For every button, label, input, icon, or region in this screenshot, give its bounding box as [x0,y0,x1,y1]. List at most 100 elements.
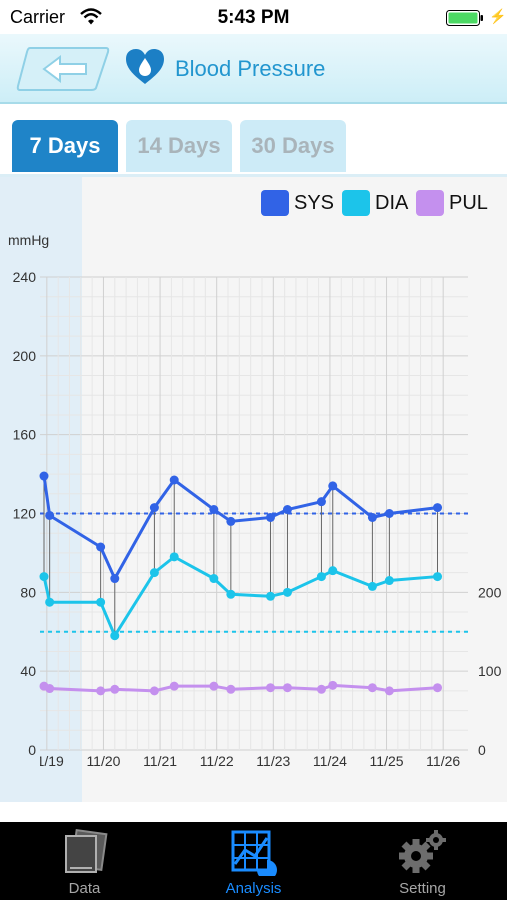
y-tick-label: 0 [28,742,36,758]
data-point-pul[interactable] [149,686,159,696]
status-bar: Carrier 5:43 PM ⚡ [0,0,507,34]
data-point-sys[interactable] [96,542,106,552]
carrier-label: Carrier [10,7,66,27]
legend-item-pul[interactable]: PUL [416,190,488,216]
tab-30-days[interactable]: 30 Days [240,120,346,172]
chart-series [39,471,443,696]
data-point-pul[interactable] [96,686,106,696]
data-point-pul[interactable] [110,684,120,694]
data-point-dia[interactable] [328,566,338,576]
tabbar-label-setting: Setting [399,880,446,897]
data-point-sys[interactable] [367,512,377,522]
data-point-dia[interactable] [367,581,377,591]
data-point-pul[interactable] [328,680,338,690]
y-tick-label: 80 [20,584,36,600]
nav-bar: Blood Pressure [0,34,507,104]
chart-grid [40,276,468,751]
data-point-dia[interactable] [169,552,179,562]
data-point-sys[interactable] [45,510,55,520]
data-point-dia[interactable] [433,572,443,582]
y2-tick-label: 200 [478,584,502,600]
data-point-sys[interactable] [265,512,275,522]
chart-area [0,174,507,805]
battery-icon [446,10,483,26]
chart-footer-space [0,802,507,822]
data-point-sys[interactable] [149,503,159,513]
data-point-dia[interactable] [110,631,120,641]
y-tick-label: 40 [20,663,36,679]
document-icon [65,828,108,873]
tabbar-item-data[interactable]: Data [0,822,169,900]
data-point-sys[interactable] [384,509,394,518]
data-point-pul[interactable] [265,683,275,693]
tab-14-days[interactable]: 14 Days [126,120,232,172]
tab-bar: Data Analysis [0,822,507,900]
data-point-sys[interactable] [433,503,443,513]
legend-label-sys: SYS [294,191,335,214]
chart-left-band [0,177,82,802]
data-point-dia[interactable] [384,576,394,586]
wifi-icon [80,8,102,25]
legend-swatch-dia [342,190,370,216]
y-tick-label: 120 [13,506,37,522]
tabbar-label-analysis: Analysis [225,880,282,897]
data-point-dia[interactable] [149,568,159,578]
tab-7-days[interactable]: 7 Days [12,120,118,172]
data-point-sys[interactable] [226,516,236,526]
x-tick-label: 11/22 [200,753,234,769]
x-tick-label: 11/23 [256,753,290,769]
data-point-dia[interactable] [39,572,49,582]
data-point-dia[interactable] [209,574,219,584]
tabbar-item-setting[interactable]: Setting [338,822,507,900]
bp-chart[interactable]: mmHg 0 40 80 120 160 200 240 0 100 200 11/19 11/20 1… [0,0,507,802]
legend-item-sys[interactable]: SYS [261,190,334,216]
legend-swatch-sys [261,190,289,216]
y-tick-label: 200 [13,348,37,364]
data-point-sys[interactable] [110,574,120,584]
data-point-pul[interactable] [45,684,55,694]
data-point-pul[interactable] [316,684,326,694]
data-point-sys[interactable] [282,505,292,515]
data-point-sys[interactable] [316,497,326,507]
legend-label-pul: PUL [449,191,488,214]
legend-swatch-pul [416,190,444,216]
data-point-dia[interactable] [265,591,275,601]
data-point-dia[interactable] [45,597,55,607]
tabbar-item-analysis[interactable]: Analysis [169,822,338,900]
gear-icon [399,830,446,873]
heart-drop-icon [126,49,164,84]
data-point-pul[interactable] [433,683,443,693]
x-tick-label: 11/26 [426,753,460,769]
data-point-sys[interactable] [209,505,219,515]
chart-ticks: 0 40 80 120 160 200 240 0 100 200 11/19 11/20 11/21 1… [13,269,502,769]
status-time: 5:43 PM [217,7,290,28]
y-tick-label: 160 [13,427,37,443]
data-point-pul[interactable] [367,683,377,693]
data-point-sys[interactable] [169,475,179,485]
data-point-pul[interactable] [209,681,219,691]
y-tick-label: 240 [13,269,37,285]
analysis-chart-icon [231,830,277,876]
data-point-dia[interactable] [282,587,292,597]
data-point-pul[interactable] [282,683,292,693]
x-tick-label: 11/20 [86,753,120,769]
y-axis-label: mmHg [8,232,49,248]
data-point-dia[interactable] [316,572,326,582]
data-point-pul[interactable] [384,686,394,696]
back-button[interactable] [16,46,110,92]
chart-stems [43,476,439,636]
legend-item-dia[interactable]: DIA [342,190,408,216]
x-tick-label: 11/25 [370,753,404,769]
data-point-pul[interactable] [226,684,236,694]
page-title: Blood Pressure [175,56,326,81]
x-tick-label: 11/21 [143,753,177,769]
data-point-dia[interactable] [226,589,236,599]
y2-tick-label: 0 [478,742,486,758]
data-point-sys[interactable] [328,481,338,491]
back-arrow-icon [42,55,87,83]
y2-tick-label: 100 [478,663,502,679]
data-point-dia[interactable] [96,597,106,607]
x-tick-label: 11/24 [313,753,347,769]
data-point-sys[interactable] [39,471,49,481]
data-point-pul[interactable] [169,681,179,691]
